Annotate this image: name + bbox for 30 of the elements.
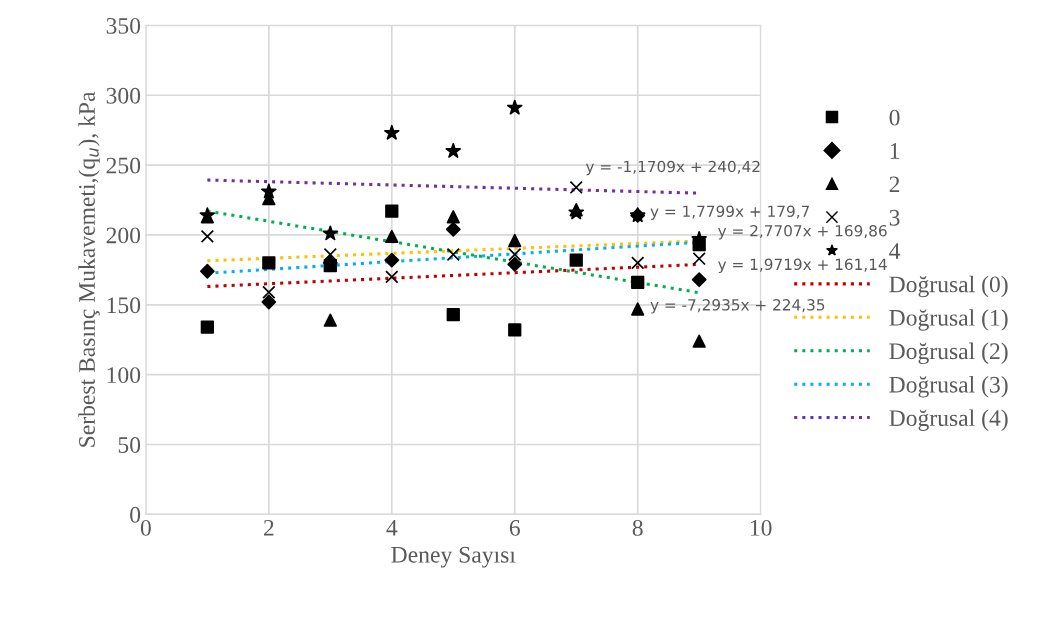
x-tick-label: 4 [386, 520, 398, 536]
y-tick-label: 250 [106, 157, 141, 174]
legend-label: 0 [889, 109, 900, 126]
annotation: y = -7,2935x + 224,35 [650, 299, 825, 314]
legend-label: Doğrusal (0) [889, 275, 1008, 298]
legend-label: 1 [890, 143, 900, 159]
y-axis-title: Serbest Basınç Mukavemeti,(q$_{u}$), kPa [78, 91, 100, 447]
legend-label: 2 [889, 176, 900, 193]
annotation: y = 1,9719x + 161,14 [718, 258, 887, 274]
x-tick-label: 8 [632, 519, 643, 536]
y-tick-label: 350 [106, 17, 141, 34]
y-tick-label: 200 [106, 227, 141, 244]
annotation: y = 2,7707x + 169,86 [718, 225, 887, 240]
y-tick-label: 300 [106, 87, 141, 104]
y-tick-label: 100 [107, 367, 141, 384]
legend-label: 3 [889, 209, 900, 226]
x-tick-label: 10 [750, 519, 772, 536]
y-tick-label: 50 [118, 436, 141, 453]
x-tick-label: 2 [263, 519, 274, 536]
annotation: y = -1,1709x + 240,42 [585, 160, 760, 176]
legend-label: Doğrusal (4) [889, 409, 1008, 431]
y-tick-label: 150 [107, 297, 141, 314]
legend-label: Doğrusal (1) [889, 309, 1008, 331]
legend-label: Doğrusal (3) [889, 376, 1008, 398]
legend-label: 4 [889, 243, 901, 259]
annotation: y = 1,7799x + 179,7 [650, 205, 809, 220]
legend-label: Doğrusal (2) [889, 342, 1008, 365]
x-axis-title: Deney Sayısı [391, 546, 516, 568]
y-tick-label: 0 [130, 506, 141, 523]
x-tick-label: 6 [509, 519, 520, 536]
